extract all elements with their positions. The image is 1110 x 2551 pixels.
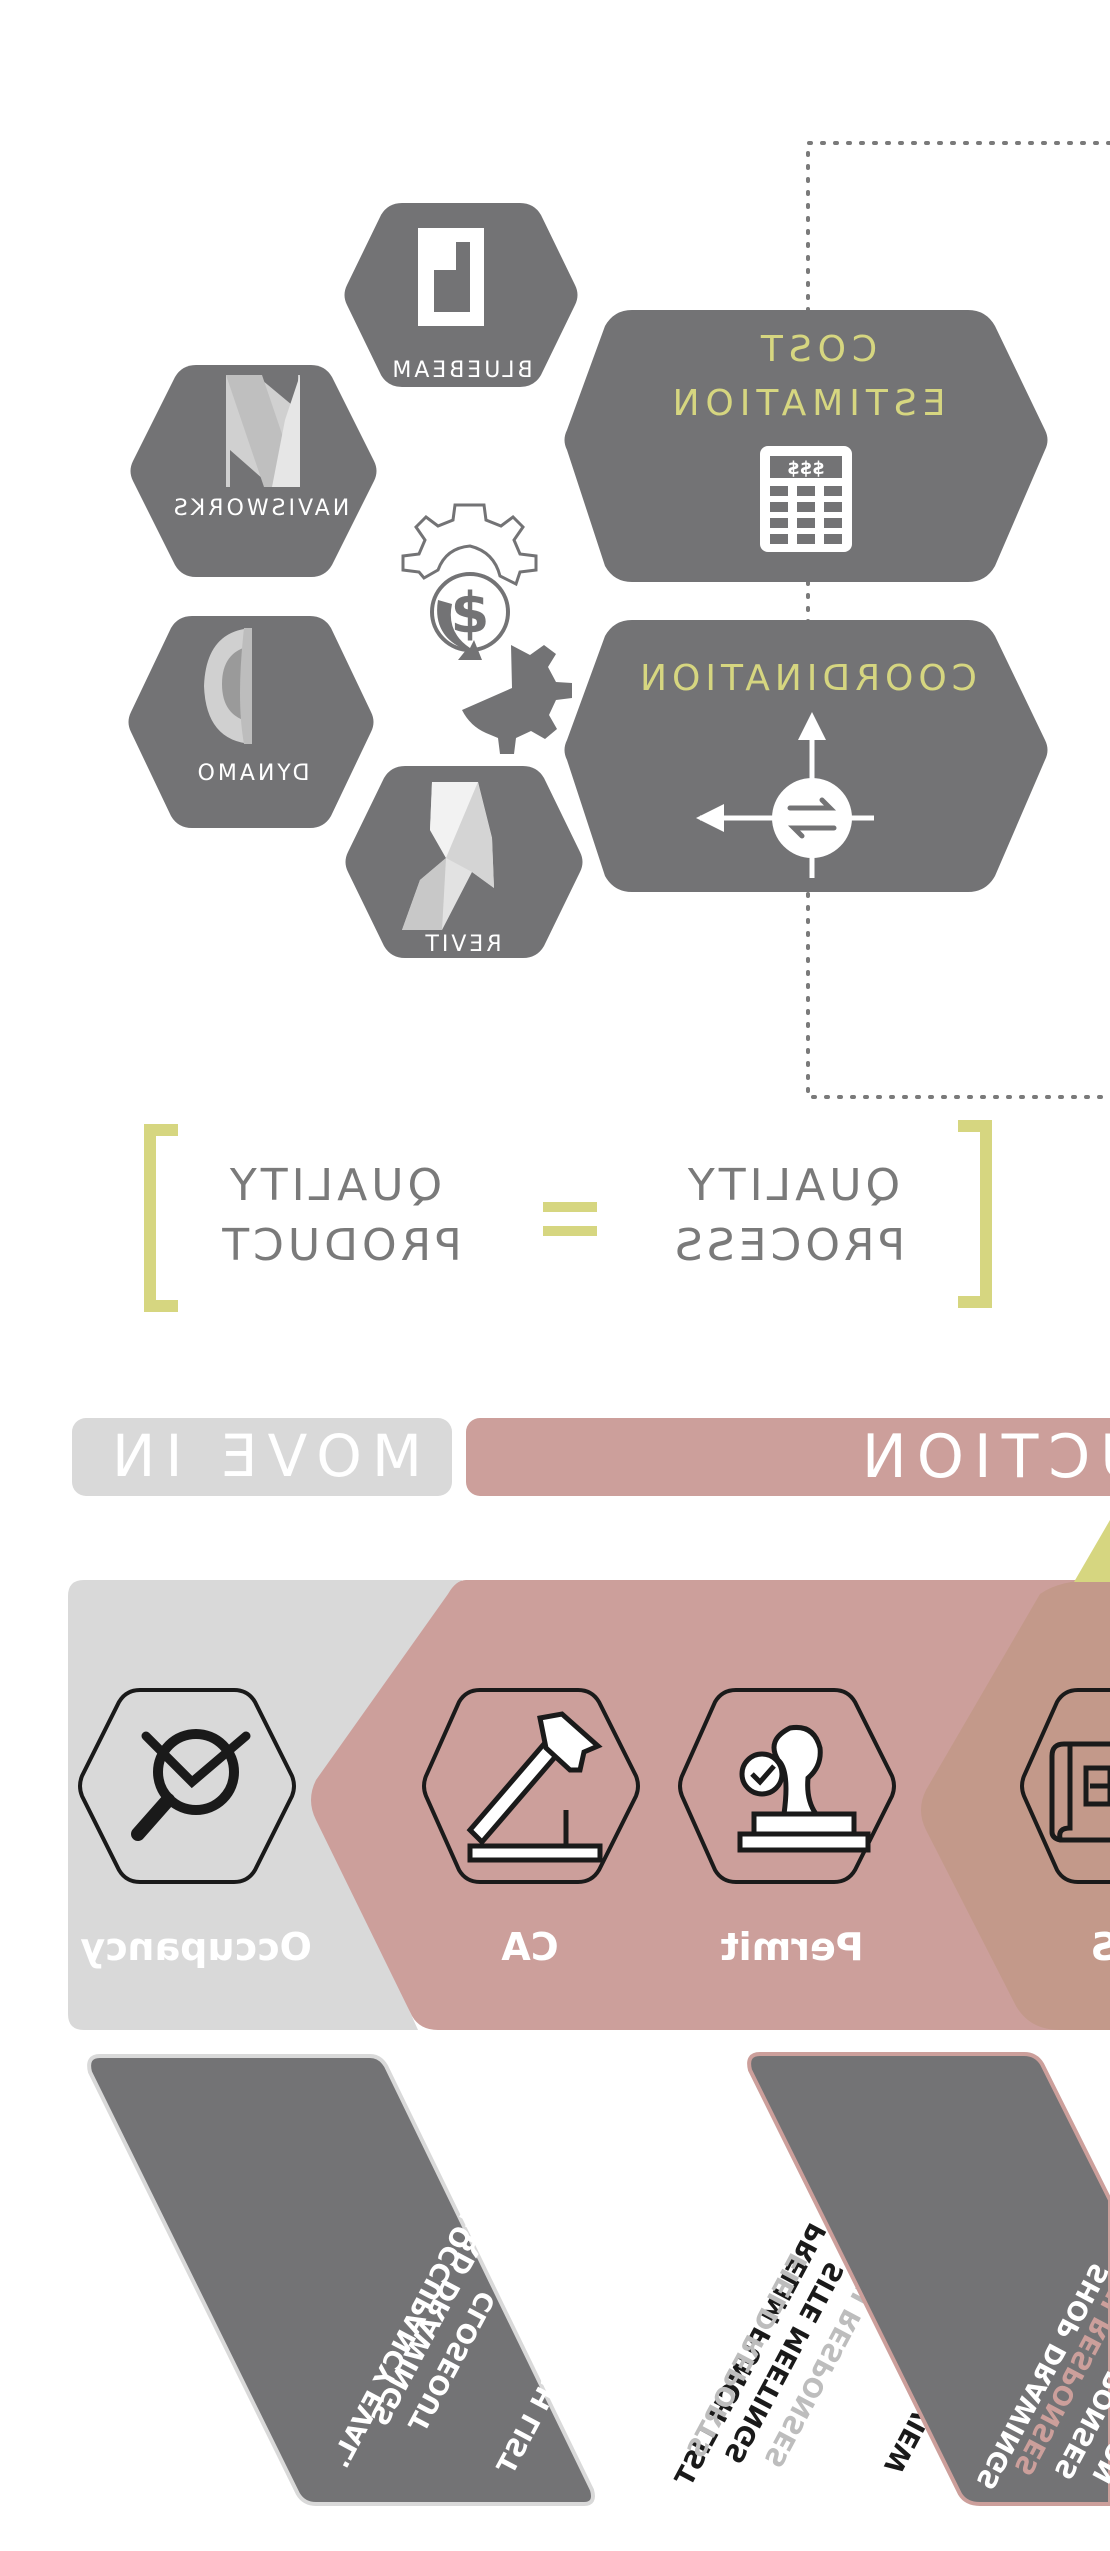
magnifier-check-icon: [131, 1729, 251, 1841]
bracket-right: [958, 1120, 992, 1308]
hex-revit: REVIT: [345, 766, 583, 958]
revit-logo-icon: [402, 782, 494, 930]
step-band-move-in: [68, 1580, 462, 2030]
coordination-label: COORDINATION: [635, 658, 977, 699]
panel-move-in: FINAL PUNCH LIST CLOSEOUT RECORD DRAWING…: [87, 2054, 645, 2506]
yellow-corner: [1074, 1520, 1110, 1582]
step-design: S: [1020, 1688, 1110, 1969]
steps-band: [68, 1520, 1110, 2030]
phase-construction-label: UCTION: [852, 1422, 1110, 1492]
equation-right-line1: QUALITY: [684, 1160, 900, 1211]
step-occupancy: Occupancy: [78, 1688, 312, 1969]
calculator-icon: $$$: [760, 446, 852, 552]
hex-coordination: COORDINATION: [564, 620, 1048, 892]
hex-dynamo: DYNAMO: [128, 616, 374, 828]
step-ca: CA: [422, 1688, 640, 1969]
step-permit: Permit: [678, 1688, 896, 1969]
equation-left-line1: QUALITY: [226, 1160, 442, 1211]
hammer-icon: [466, 1711, 603, 1863]
dynamo-label: DYNAMO: [195, 761, 310, 786]
panel-permit: SHOP DRAWINGS RFI RESPONSES COMMENTS & R…: [747, 2052, 1110, 2506]
step-band-construction: [311, 1580, 1110, 2030]
gear-dollar-icon: $: [401, 503, 572, 754]
phase-construction: UCTION: [466, 1418, 1110, 1496]
cost-label-line2: ESTIMATION: [667, 383, 946, 424]
equation: QUALITY PRODUCT QUALITY PROCESS: [144, 1120, 992, 1312]
step-permit-label: Permit: [720, 1925, 863, 1969]
navisworks-label: NAVISWORKS: [171, 496, 349, 521]
hex-cost-estimation: COST ESTIMATION $$$: [564, 310, 1048, 582]
bracket-left: [144, 1124, 178, 1312]
svg-text:$: $: [451, 581, 490, 646]
dynamo-logo-icon: [204, 628, 252, 744]
step-design-label: S: [1090, 1925, 1110, 1969]
bluebeam-label: BLUEBEAM: [389, 358, 532, 383]
equation-right-line2: PROCESS: [671, 1220, 905, 1271]
coordination-arrows-icon: [696, 712, 874, 878]
phase-move-in: MOVE IN: [72, 1418, 452, 1496]
calculator-display: $$$: [787, 458, 825, 479]
revit-label: REVIT: [422, 932, 501, 957]
hex-bluebeam: BLUEBEAM: [344, 203, 578, 387]
step-occupancy-label: Occupancy: [80, 1925, 312, 1969]
hex-navisworks: NAVISWORKS: [130, 365, 377, 577]
step-band-design: [921, 1580, 1110, 2030]
step-ca-label: CA: [501, 1925, 559, 1969]
bluebeam-logo-icon: [418, 228, 484, 326]
equation-left-line2: PRODUCT: [218, 1220, 461, 1271]
cost-label-line1: COST: [755, 329, 877, 370]
stamp-icon: [737, 1724, 871, 1853]
navisworks-logo-icon: [226, 375, 300, 487]
blueprint-icon: [1049, 1741, 1110, 1843]
equals-sign: [543, 1202, 597, 1236]
phase-move-in-label: MOVE IN: [102, 1422, 422, 1490]
